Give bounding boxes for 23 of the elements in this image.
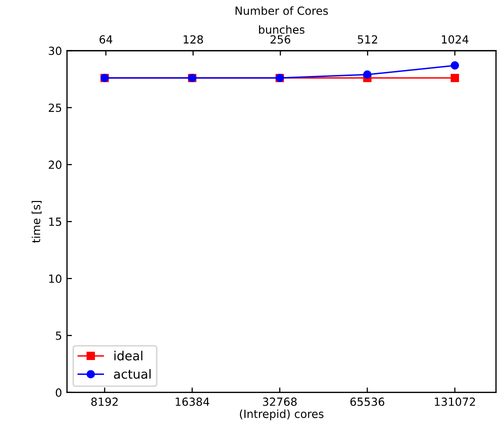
y-tick-label: 15 [49, 218, 62, 226]
x-tick-label: 65536 [350, 398, 384, 406]
y-tick-label: 0 [56, 388, 62, 397]
x2-tick-label: 128 [184, 35, 203, 44]
x-axis-title: (Intrepid) cores [240, 409, 324, 420]
y-tick-label: 20 [48, 160, 62, 169]
x-tick-label: 16384 [176, 398, 210, 406]
y-tick-label: 5 [56, 332, 62, 340]
x2-tick-label: 512 [358, 35, 378, 44]
x-tick-label: 8192 [91, 398, 118, 406]
x-tick-label: 32768 [262, 398, 297, 406]
y-axis-title: time [s] [32, 200, 42, 243]
y-tick-label: 30 [48, 46, 62, 56]
x2-tick-label: 256 [270, 35, 290, 44]
x2-tick-label: 64 [100, 35, 112, 44]
x2-axis-title: bunches [259, 25, 304, 34]
x2-tick-label: 1024 [442, 35, 468, 44]
chart-title: Number of Cores [236, 6, 328, 15]
legend-label: actual [114, 369, 151, 379]
x-tick-label: 131072 [434, 398, 475, 406]
legend-label: ideal [114, 350, 142, 360]
y-tick-label: 25 [48, 104, 62, 112]
y-tick-label: 10 [49, 274, 62, 283]
